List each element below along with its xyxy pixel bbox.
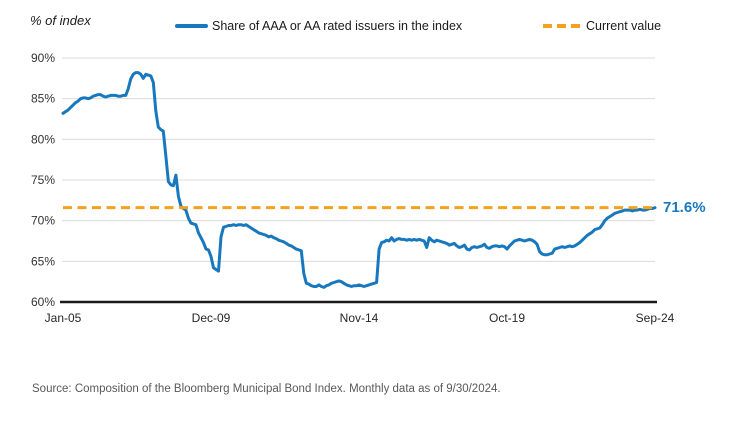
x-tick-label: Nov-14	[340, 311, 379, 325]
chart-svg: 90% 85% 80% 75% 70% 65% 60% Jan-05 Dec-09 Nov-14 O…	[31, 51, 675, 325]
y-axis-unit-note: % of index	[30, 13, 91, 28]
series-line	[61, 71, 657, 289]
legend-series-label: Share of AAA or AA rated issuers in the …	[212, 19, 463, 33]
x-tick-label: Oct-19	[489, 311, 525, 325]
x-tick-label: Dec-09	[192, 311, 231, 325]
y-tick-label: 60%	[31, 295, 55, 309]
x-tick-label: Sep-24	[636, 311, 675, 325]
dashed-line-swatch-icon	[543, 24, 580, 28]
legend-current-label: Current value	[586, 19, 662, 33]
y-tick-label: 85%	[31, 92, 55, 106]
current-value-annotation: 71.6%	[663, 198, 706, 216]
source-note: Source: Composition of the Bloomberg Mun…	[32, 383, 501, 395]
series-line-swatch-icon	[175, 24, 208, 28]
y-tick-label: 90%	[31, 51, 55, 65]
legend-item-current-value: Current value	[543, 19, 661, 33]
y-tick-label: 70%	[31, 214, 55, 228]
y-tick-label: 65%	[31, 254, 55, 268]
legend-item-series: Share of AAA or AA rated issuers in the …	[175, 19, 462, 33]
y-tick-label: 80%	[31, 132, 55, 146]
x-tick-label: Jan-05	[45, 311, 82, 325]
y-tick-label: 75%	[31, 173, 55, 187]
